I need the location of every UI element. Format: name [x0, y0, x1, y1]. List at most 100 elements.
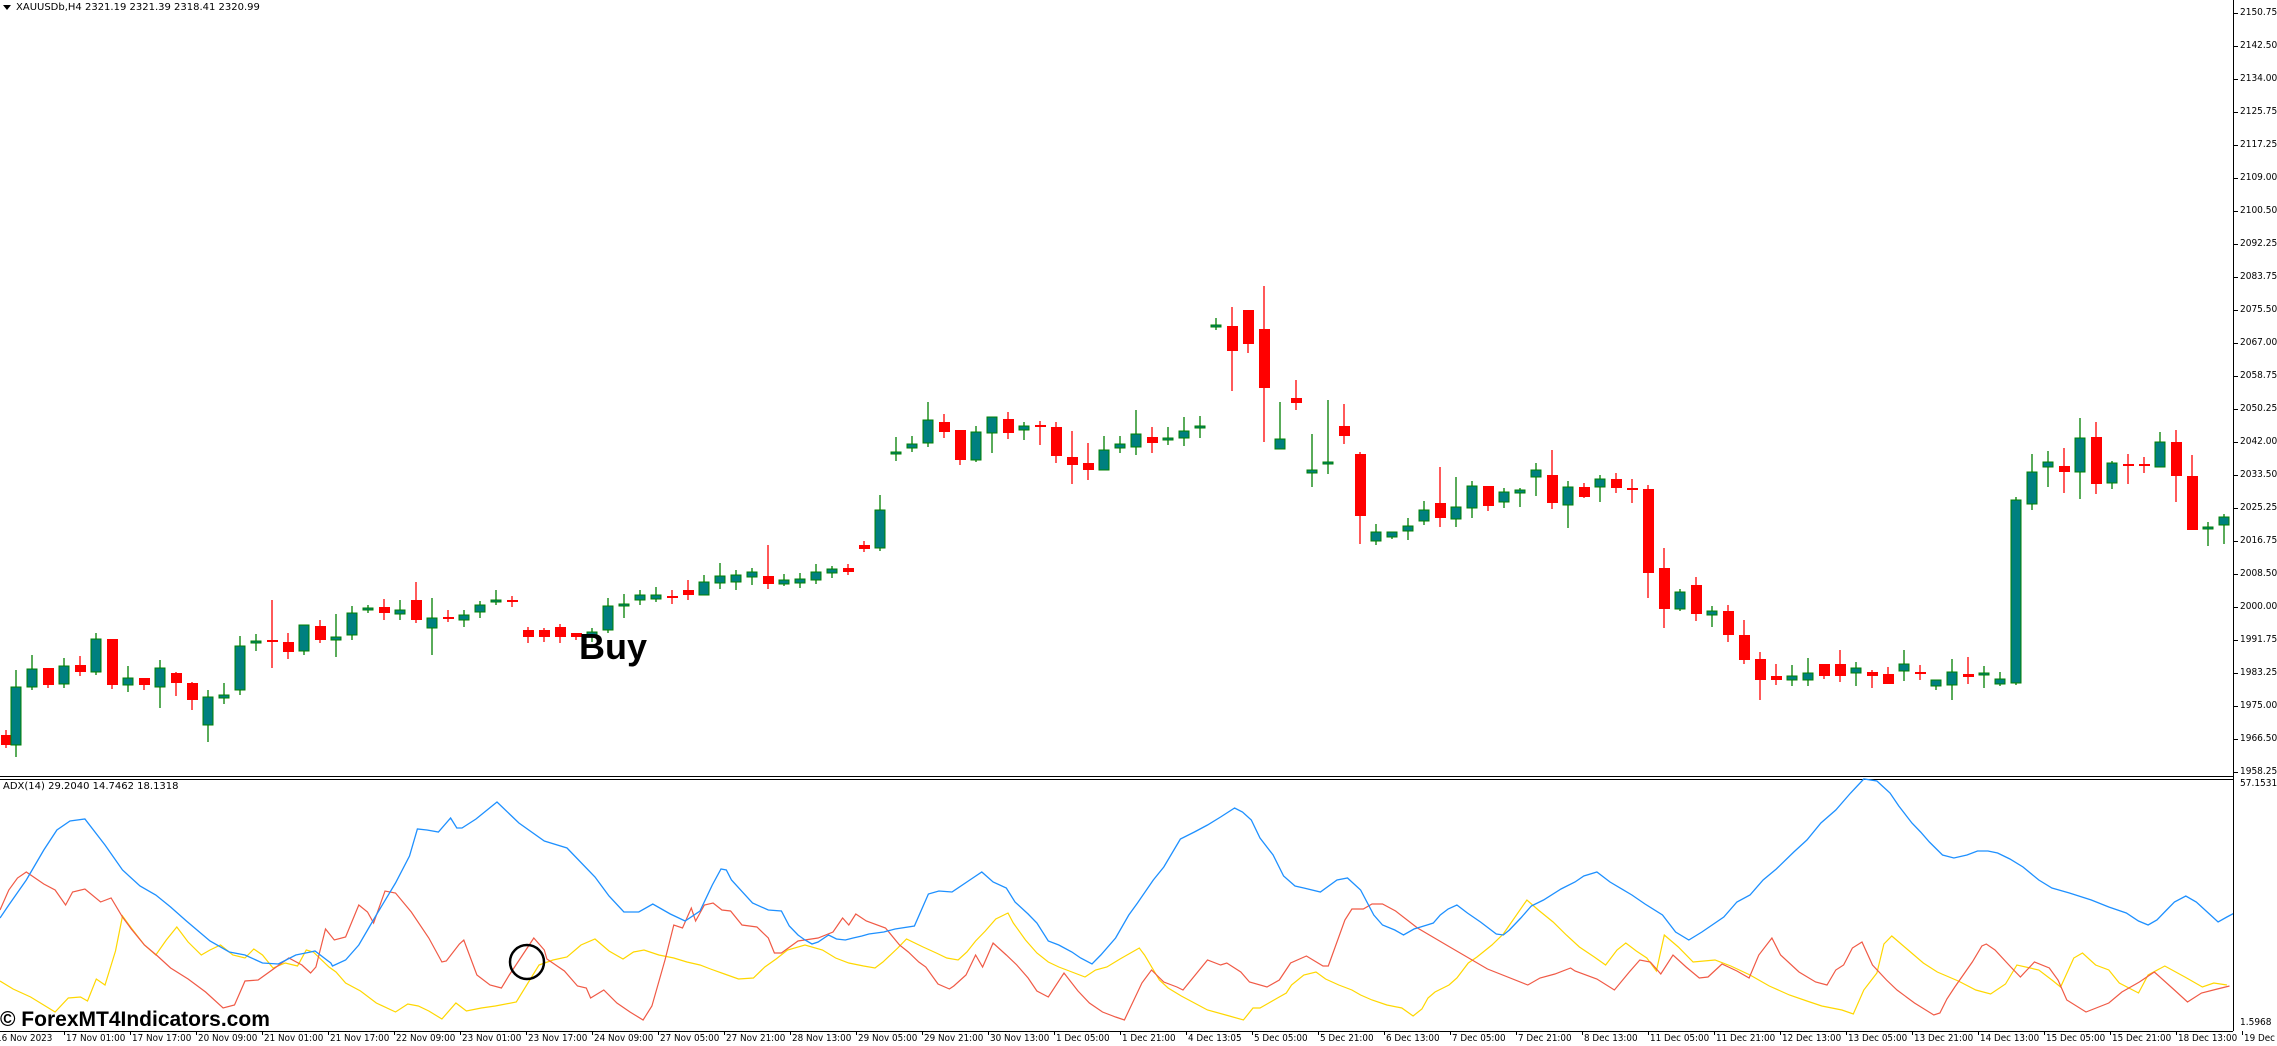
price-label: 1966.50 — [2240, 733, 2277, 744]
time-label: 4 Dec 13:05 — [1188, 1033, 1242, 1044]
price-label: 2125.75 — [2240, 106, 2277, 117]
time-tick — [1120, 1031, 1121, 1035]
bear-candle — [443, 610, 454, 622]
bull-candle — [1450, 477, 1462, 527]
bull-candle — [714, 563, 726, 589]
bear-candle — [507, 596, 518, 607]
time-tick — [328, 1031, 329, 1035]
price-label: 1958.25 — [2240, 766, 2277, 777]
price-tick — [2233, 112, 2238, 113]
time-label: 6 Dec 13:00 — [1386, 1033, 1440, 1044]
price-tick — [2233, 178, 2238, 179]
bull-candle — [90, 633, 102, 675]
price-label: 2025.25 — [2240, 502, 2277, 513]
pane-separator[interactable] — [0, 776, 2233, 777]
price-tick — [2233, 409, 2238, 410]
time-axis[interactable]: 16 Nov 2023 17 Nov 01:00 17 Nov 17:00 20 No… — [0, 1031, 2277, 1046]
bear-candle — [267, 600, 278, 668]
bull-candle — [746, 568, 758, 585]
time-label: 15 Dec 05:00 — [2046, 1033, 2106, 1044]
bull-candle — [362, 605, 374, 613]
price-label: 1991.75 — [2240, 634, 2277, 645]
price-tick — [2233, 277, 2238, 278]
time-label: 11 Dec 05:00 — [1650, 1033, 1710, 1044]
time-tick — [394, 1031, 395, 1035]
bull-candle — [1850, 662, 1862, 686]
bull-candle — [906, 436, 918, 452]
time-label: 21 Nov 17:00 — [330, 1033, 390, 1044]
bull-candle — [26, 655, 38, 690]
bear-candle — [2091, 422, 2102, 494]
bull-candle — [970, 426, 982, 462]
time-tick — [988, 1031, 989, 1035]
bull-candle — [2106, 461, 2118, 489]
bear-candle — [555, 624, 566, 643]
bull-candle — [2154, 432, 2166, 468]
bear-candle — [1083, 443, 1094, 480]
time-label: 18 Dec 13:00 — [2178, 1033, 2238, 1044]
price-tick — [2233, 673, 2238, 674]
time-tick — [526, 1031, 527, 1035]
price-tick — [2233, 607, 2238, 608]
time-tick — [1846, 1031, 1847, 1035]
time-tick — [1186, 1031, 1187, 1035]
bear-candle — [683, 580, 694, 600]
bear-candle — [411, 582, 422, 623]
price-label: 2100.50 — [2240, 205, 2277, 216]
time-label: 5 Dec 05:00 — [1254, 1033, 1308, 1044]
symbol-quote: XAUUSDb,H4 2321.19 2321.39 2318.41 2320.… — [16, 2, 260, 13]
bull-candle — [394, 600, 406, 620]
bear-candle — [1355, 452, 1366, 544]
crossover-circle-marker — [508, 943, 546, 981]
time-tick — [790, 1031, 791, 1035]
indicator-info: ADX(14) 29.2040 14.7462 18.1318 — [3, 781, 179, 792]
bull-candle — [1994, 672, 2006, 686]
symbol-info: XAUUSDb,H4 2321.19 2321.39 2318.41 2320.… — [3, 2, 260, 13]
bear-candle — [2187, 455, 2198, 530]
bear-candle — [939, 414, 950, 438]
bull-candle — [1274, 402, 1286, 450]
bear-candle — [1643, 485, 1654, 598]
pane-separator-lower — [0, 779, 2233, 780]
time-label: 27 Nov 05:00 — [660, 1033, 720, 1044]
bull-candle — [2010, 497, 2022, 685]
price-tick — [2233, 211, 2238, 212]
indicator-axis-min: 1.5968 — [2240, 1017, 2272, 1028]
price-label: 2008.50 — [2240, 568, 2277, 579]
time-axis-line — [0, 1031, 2233, 1032]
bull-candle — [1098, 436, 1110, 471]
bull-candle — [1306, 434, 1318, 487]
collapse-triangle-icon[interactable] — [3, 4, 11, 10]
bull-candle — [202, 690, 214, 742]
bull-candle — [778, 574, 790, 586]
time-tick — [592, 1031, 593, 1035]
bull-candle — [1178, 417, 1190, 446]
bull-candle — [58, 658, 70, 688]
price-axis-line — [2233, 0, 2234, 779]
price-tick — [2233, 640, 2238, 641]
bear-candle — [1739, 620, 1750, 664]
bull-candle — [154, 660, 166, 708]
price-tick — [2233, 706, 2238, 707]
price-tick — [2233, 574, 2238, 575]
bear-candle — [1483, 486, 1494, 511]
time-label: 23 Nov 01:00 — [462, 1033, 522, 1044]
price-tick — [2233, 244, 2238, 245]
price-chart[interactable] — [0, 0, 2233, 776]
adx-line — [0, 778, 2233, 967]
bull-candle — [1530, 463, 1542, 496]
time-label: 19 Dec 05:00 — [2244, 1033, 2277, 1044]
bear-candle — [187, 682, 198, 710]
bear-candle — [843, 564, 854, 575]
bull-candle — [618, 594, 630, 618]
bear-candle — [571, 633, 582, 640]
price-label: 2134.00 — [2240, 73, 2277, 84]
bull-candle — [2074, 418, 2086, 499]
bear-candle — [1611, 473, 1622, 493]
bull-candle — [1194, 416, 1206, 438]
price-label: 2142.50 — [2240, 40, 2277, 51]
time-tick — [1318, 1031, 1319, 1035]
bull-candle — [426, 598, 438, 655]
price-tick — [2233, 343, 2238, 344]
bull-candle — [730, 570, 742, 590]
